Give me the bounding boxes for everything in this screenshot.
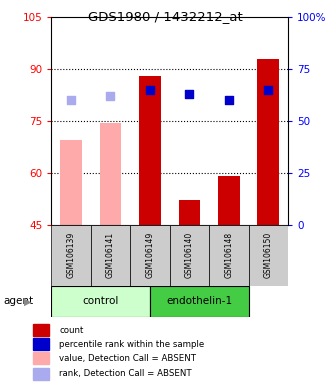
Text: GDS1980 / 1432212_at: GDS1980 / 1432212_at xyxy=(88,10,243,23)
Point xyxy=(265,87,271,93)
Text: GSM106149: GSM106149 xyxy=(145,232,155,278)
Text: control: control xyxy=(82,296,119,306)
Bar xyxy=(91,225,130,286)
Text: rank, Detection Call = ABSENT: rank, Detection Call = ABSENT xyxy=(59,369,192,378)
Bar xyxy=(218,176,240,225)
Text: GSM106148: GSM106148 xyxy=(224,232,233,278)
Text: value, Detection Call = ABSENT: value, Detection Call = ABSENT xyxy=(59,354,196,362)
Text: GSM106141: GSM106141 xyxy=(106,232,115,278)
Bar xyxy=(100,123,121,225)
Bar xyxy=(33,368,49,379)
Bar xyxy=(51,225,91,286)
Bar xyxy=(150,286,249,317)
Bar xyxy=(130,225,169,286)
Bar xyxy=(139,76,161,225)
Text: count: count xyxy=(59,326,84,334)
Bar xyxy=(209,225,249,286)
Point xyxy=(187,91,192,97)
Text: GSM106139: GSM106139 xyxy=(67,232,75,278)
Text: percentile rank within the sample: percentile rank within the sample xyxy=(59,339,205,349)
Point xyxy=(226,97,231,103)
Point xyxy=(147,87,153,93)
Point xyxy=(69,97,74,103)
Bar xyxy=(33,324,49,336)
Bar xyxy=(169,225,209,286)
Text: agent: agent xyxy=(3,296,33,306)
Bar xyxy=(258,59,279,225)
Text: GSM106150: GSM106150 xyxy=(264,232,273,278)
Text: endothelin-1: endothelin-1 xyxy=(166,296,232,306)
Bar xyxy=(51,286,150,317)
Text: GSM106140: GSM106140 xyxy=(185,232,194,278)
Bar xyxy=(33,352,49,364)
Text: ▶: ▶ xyxy=(24,296,31,306)
Bar xyxy=(60,140,82,225)
Bar xyxy=(249,225,288,286)
Bar xyxy=(178,200,200,225)
Point xyxy=(108,93,113,99)
Bar xyxy=(33,338,49,350)
